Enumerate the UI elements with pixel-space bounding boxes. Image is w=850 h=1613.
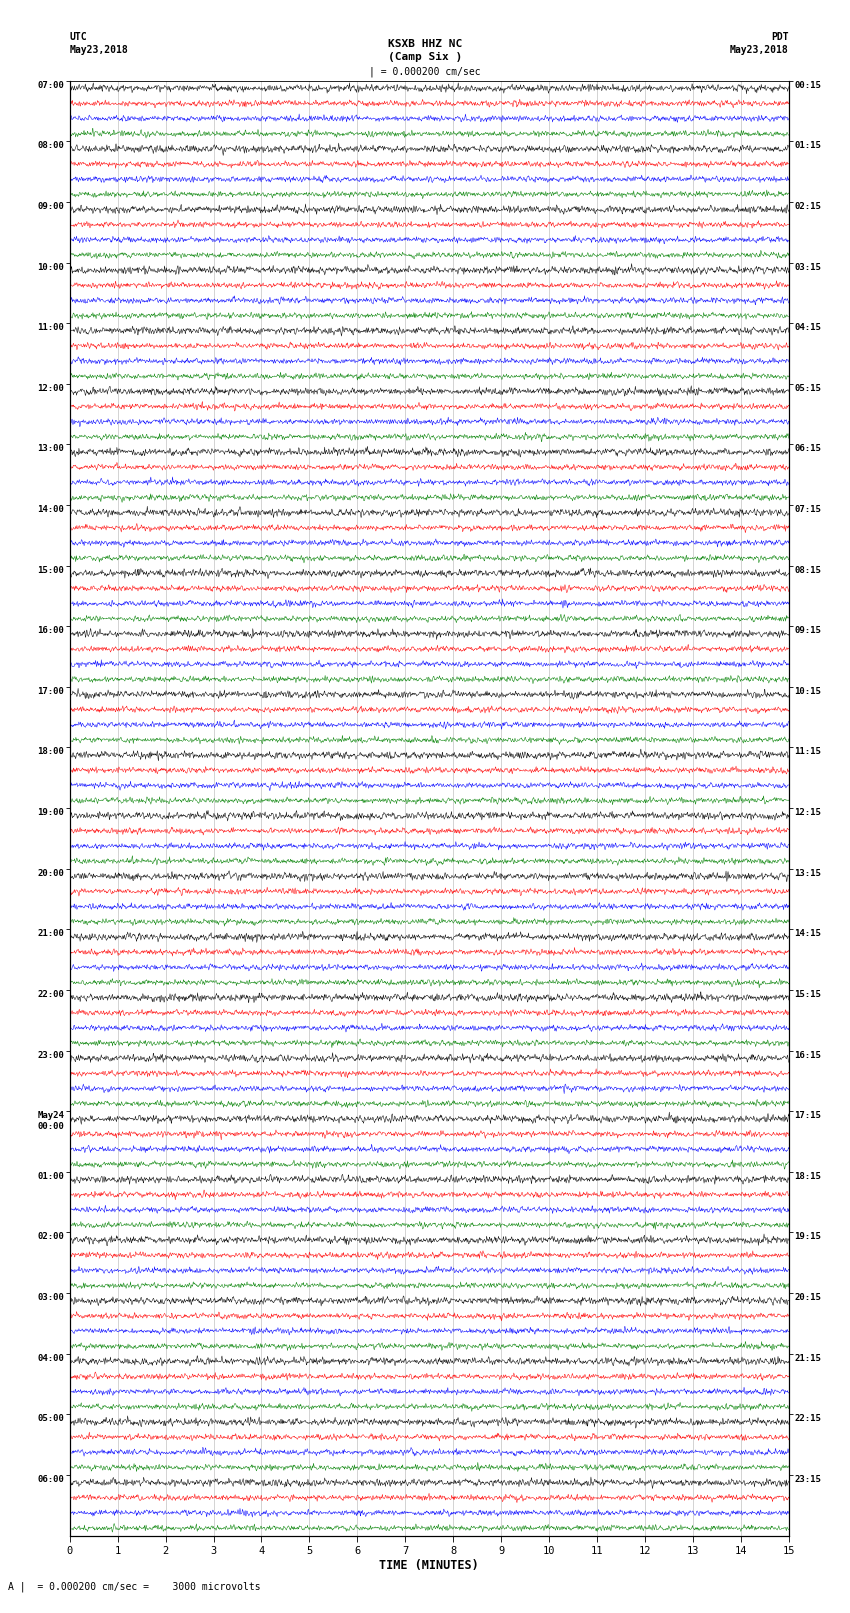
Text: KSXB HHZ NC: KSXB HHZ NC [388, 39, 462, 48]
X-axis label: TIME (MINUTES): TIME (MINUTES) [379, 1558, 479, 1571]
Text: May23,2018: May23,2018 [730, 45, 789, 55]
Text: (Camp Six ): (Camp Six ) [388, 52, 462, 61]
Text: | = 0.000200 cm/sec: | = 0.000200 cm/sec [369, 66, 481, 77]
Text: UTC: UTC [70, 32, 88, 42]
Text: May23,2018: May23,2018 [70, 45, 128, 55]
Text: A |  = 0.000200 cm/sec =    3000 microvolts: A | = 0.000200 cm/sec = 3000 microvolts [8, 1581, 261, 1592]
Text: PDT: PDT [771, 32, 789, 42]
